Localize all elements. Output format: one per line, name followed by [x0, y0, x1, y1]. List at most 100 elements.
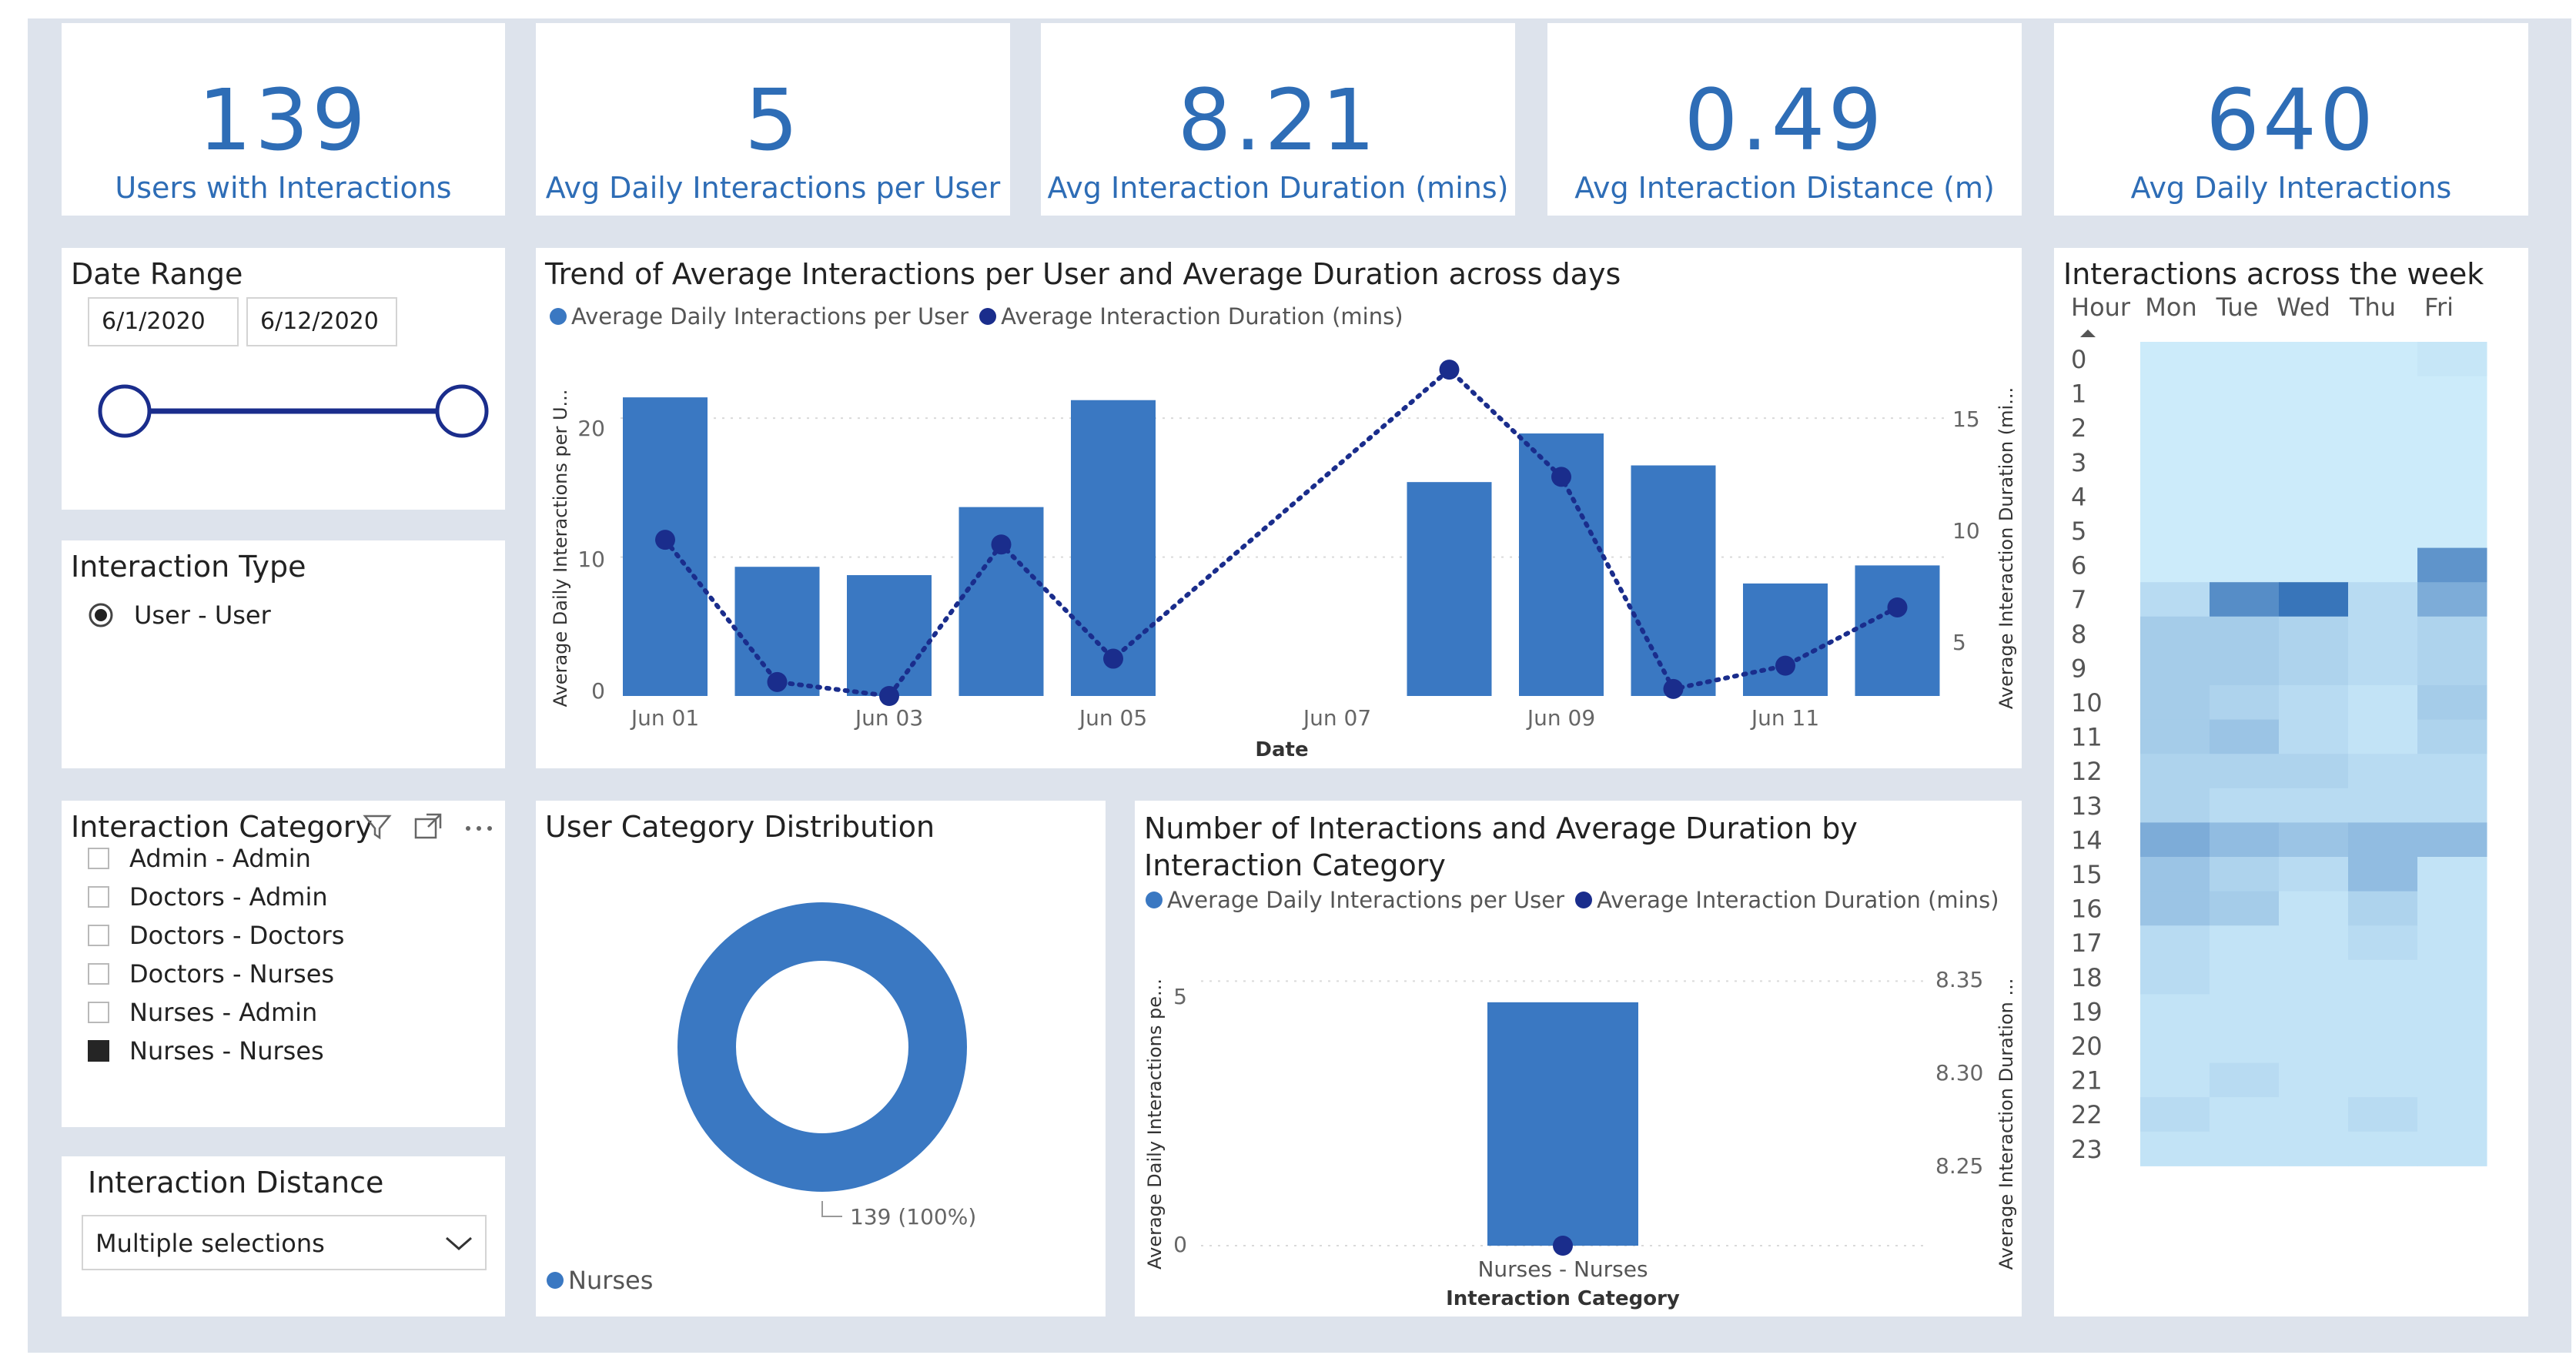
heatmap-cell[interactable] — [2417, 685, 2487, 721]
heatmap-cell[interactable] — [2210, 685, 2280, 721]
heatmap-cell[interactable] — [2279, 857, 2349, 892]
heatmap-cell[interactable] — [2140, 1029, 2210, 1064]
heatmap-cell[interactable] — [2279, 547, 2349, 583]
heatmap-cell[interactable] — [2279, 685, 2349, 721]
heatmap-cell[interactable] — [2210, 994, 2280, 1029]
heatmap-cell[interactable] — [2417, 994, 2487, 1029]
slider-end-handle[interactable] — [435, 384, 489, 438]
heatmap-cell[interactable] — [2279, 1097, 2349, 1132]
heatmap-cell[interactable] — [2140, 444, 2210, 480]
heatmap-cell[interactable] — [2140, 342, 2210, 377]
heatmap-cell[interactable] — [2348, 822, 2418, 858]
heatmap-cell[interactable] — [2210, 1097, 2280, 1132]
heatmap-cell[interactable] — [2417, 822, 2487, 858]
heatmap-cell[interactable] — [2140, 376, 2210, 411]
heatmap-cell[interactable] — [2279, 1062, 2349, 1098]
heatmap-cell[interactable] — [2348, 479, 2418, 514]
heatmap-cell[interactable] — [2279, 376, 2349, 411]
donut-slice-nurses[interactable] — [677, 902, 967, 1192]
kpi-card-avg-daily-interactions-per-user[interactable]: 5 Avg Daily Interactions per User — [536, 23, 1010, 216]
duration-point[interactable] — [1663, 678, 1684, 699]
checkbox-doctors-admin[interactable]: Doctors - Admin — [88, 882, 328, 912]
heatmap-cell[interactable] — [2210, 547, 2280, 583]
heatmap-cell[interactable] — [2210, 1131, 2280, 1166]
heatmap-cell[interactable] — [2210, 410, 2280, 446]
heatmap-cell[interactable] — [2279, 410, 2349, 446]
heatmap-cell[interactable] — [2210, 754, 2280, 789]
heatmap-cell[interactable] — [2210, 857, 2280, 892]
heatmap-cell[interactable] — [2140, 479, 2210, 514]
heatmap-cell[interactable] — [2417, 925, 2487, 961]
heatmap-cell[interactable] — [2348, 1131, 2418, 1166]
heatmap-cell[interactable] — [2348, 342, 2418, 377]
kpi-card-avg-duration[interactable]: 8.21 Avg Interaction Duration (mins) — [1041, 23, 1515, 216]
heatmap-cell[interactable] — [2279, 719, 2349, 754]
heatmap-cell[interactable] — [2417, 719, 2487, 754]
heatmap-cell[interactable] — [2348, 410, 2418, 446]
heatmap-cell[interactable] — [2140, 651, 2210, 686]
bar[interactable] — [1487, 1002, 1638, 1246]
checkbox-nurses-nurses[interactable]: Nurses - Nurses — [88, 1036, 324, 1066]
slider-start-handle[interactable] — [98, 384, 152, 438]
heatmap-cell[interactable] — [2348, 444, 2418, 480]
heatmap-cell[interactable] — [2210, 959, 2280, 995]
heatmap-cell[interactable] — [2210, 719, 2280, 754]
heatmap-cell[interactable] — [2417, 754, 2487, 789]
heatmap-cell[interactable] — [2210, 1062, 2280, 1098]
heatmap-cell[interactable] — [2140, 410, 2210, 446]
heatmap-cell[interactable] — [2348, 651, 2418, 686]
heatmap-cell[interactable] — [2210, 444, 2280, 480]
heatmap-cell[interactable] — [2279, 342, 2349, 377]
heatmap-cell[interactable] — [2417, 1029, 2487, 1064]
heatmap-cell[interactable] — [2140, 788, 2210, 823]
heatmap-cell[interactable] — [2279, 788, 2349, 823]
heatmap-cell[interactable] — [2279, 444, 2349, 480]
heatmap-cell[interactable] — [2140, 1131, 2210, 1166]
heatmap-cell[interactable] — [2348, 891, 2418, 926]
bar[interactable] — [847, 575, 932, 696]
heatmap-cell[interactable] — [2279, 582, 2349, 617]
heatmap-cell[interactable] — [2140, 891, 2210, 926]
more-options-icon[interactable] — [462, 811, 496, 842]
heatmap-cell[interactable] — [2140, 514, 2210, 549]
focus-mode-icon[interactable] — [413, 811, 443, 842]
heatmap-cell[interactable] — [2348, 925, 2418, 961]
heatmap-cell[interactable] — [2140, 719, 2210, 754]
heatmap-cell[interactable] — [2417, 582, 2487, 617]
heatmap-cell[interactable] — [2348, 685, 2418, 721]
weekly-heatmap-card[interactable]: Interactions across the week Hour Mon Tue… — [2054, 248, 2528, 1316]
heatmap-cell[interactable] — [2279, 754, 2349, 789]
heatmap-cell[interactable] — [2140, 822, 2210, 858]
start-date-input[interactable]: 6/1/2020 — [88, 297, 239, 346]
user-category-card[interactable]: User Category Distribution 139 (100%) Nu… — [536, 801, 1106, 1316]
duration-point[interactable] — [767, 671, 788, 692]
heatmap-cell[interactable] — [2140, 959, 2210, 995]
bar[interactable] — [1407, 482, 1492, 696]
heatmap-cell[interactable] — [2417, 891, 2487, 926]
heatmap-cell[interactable] — [2279, 1131, 2349, 1166]
checkbox-admin-admin[interactable]: Admin - Admin — [88, 844, 311, 873]
heatmap-cell[interactable] — [2210, 616, 2280, 651]
heatmap-cell[interactable] — [2210, 479, 2280, 514]
heatmap-cell[interactable] — [2279, 959, 2349, 995]
heatmap-cell[interactable] — [2417, 376, 2487, 411]
radio-user-user[interactable]: User - User — [88, 601, 271, 630]
duration-point[interactable] — [655, 530, 675, 550]
heatmap-cell[interactable] — [2417, 616, 2487, 651]
heatmap-cell[interactable] — [2140, 925, 2210, 961]
heatmap-cell[interactable] — [2279, 1029, 2349, 1064]
heatmap-cell[interactable] — [2279, 479, 2349, 514]
date-range-slider[interactable] — [62, 376, 505, 460]
kpi-card-avg-distance[interactable]: 0.49 Avg Interaction Distance (m) — [1547, 23, 2022, 216]
heatmap-cell[interactable] — [2140, 1097, 2210, 1132]
duration-point[interactable] — [1439, 360, 1460, 380]
heatmap-cell[interactable] — [2210, 925, 2280, 961]
heatmap-cell[interactable] — [2417, 479, 2487, 514]
heatmap-cell[interactable] — [2348, 754, 2418, 789]
heatmap-cell[interactable] — [2417, 547, 2487, 583]
heatmap-cell[interactable] — [2417, 342, 2487, 377]
category-chart-card[interactable]: Number of Interactions and Average Durat… — [1135, 801, 2022, 1316]
heatmap-cell[interactable] — [2140, 857, 2210, 892]
heatmap-cell[interactable] — [2210, 891, 2280, 926]
heatmap-cell[interactable] — [2417, 1131, 2487, 1166]
